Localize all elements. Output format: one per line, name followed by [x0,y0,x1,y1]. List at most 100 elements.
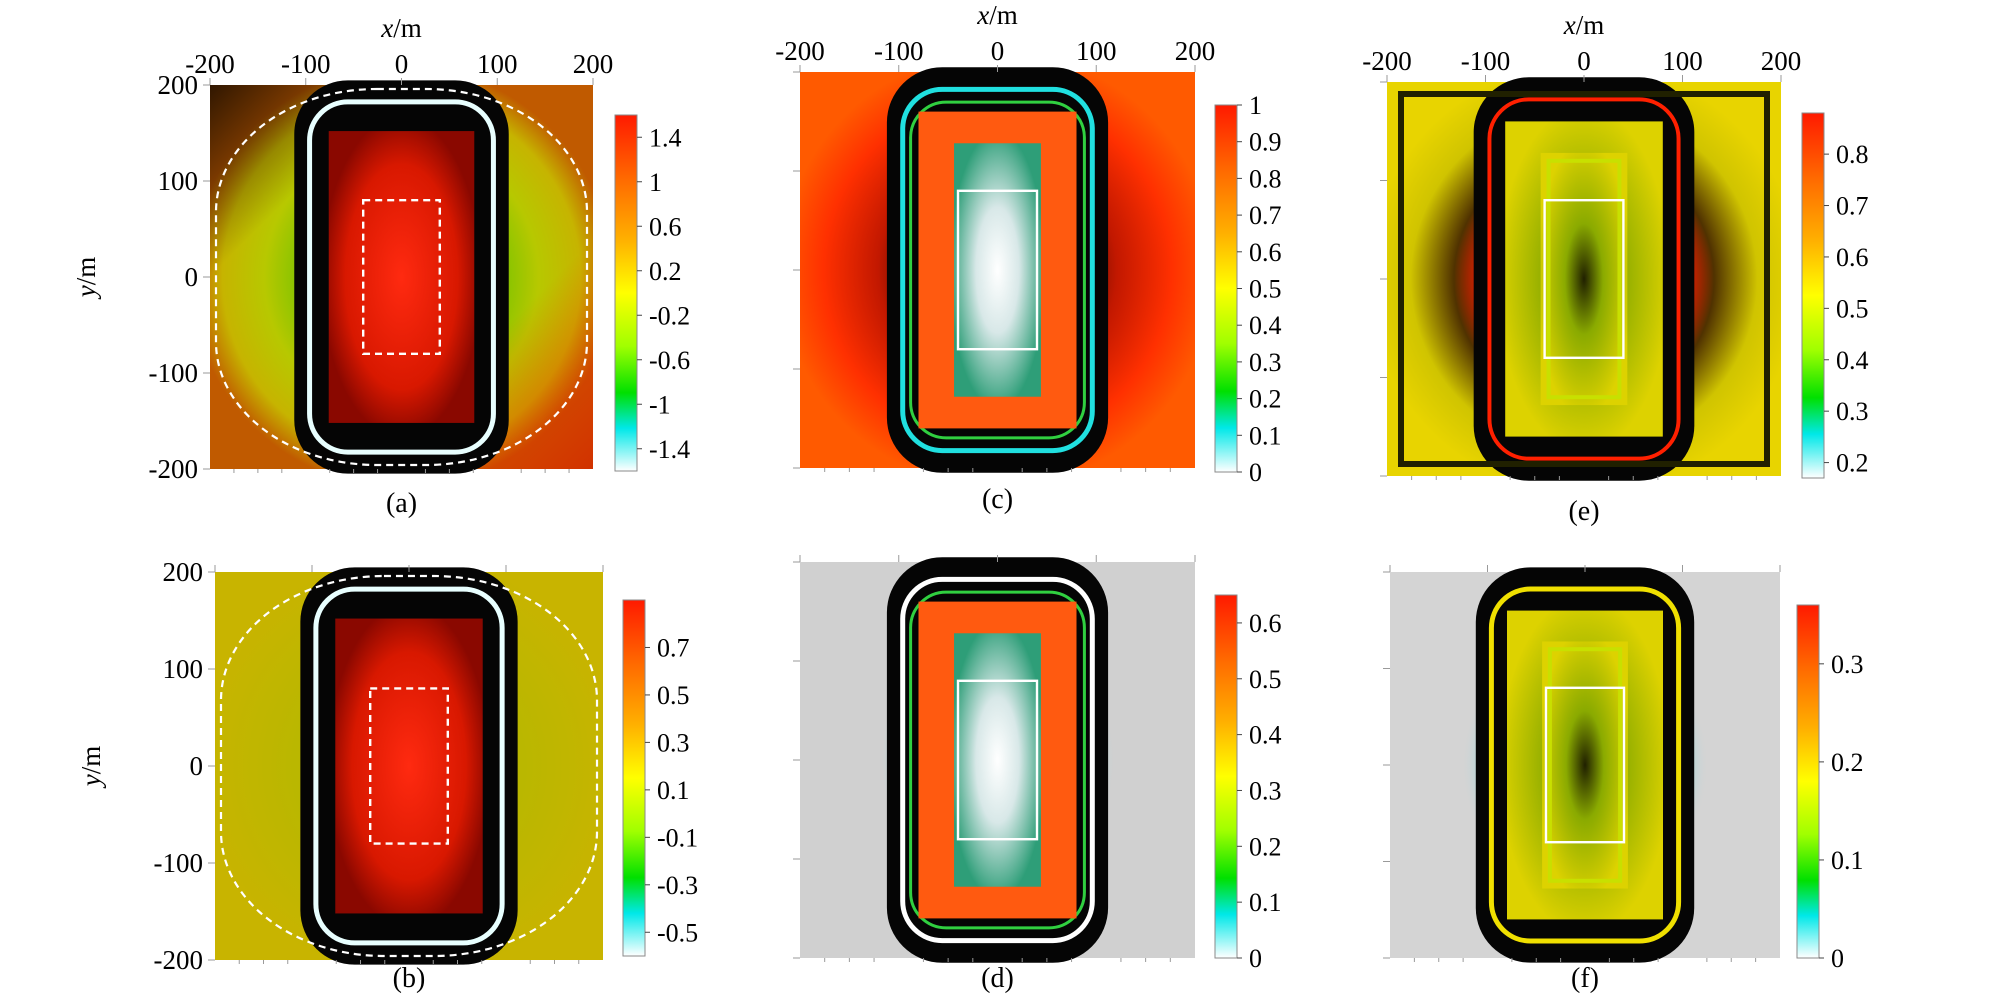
colorbar-tick-label: 1 [649,168,662,197]
colorbar-tick-label: 0.3 [1831,650,1864,679]
colorbar-tick-label: 0.7 [1249,201,1282,230]
y-axis-label: y/m [71,257,101,301]
overlay-rectangle [1543,198,1625,360]
panel-label: (b) [393,963,426,994]
x-tick-label: 100 [477,49,518,79]
colorbar-tick-label: 0.2 [1836,449,1869,478]
heatmap-edge-band [313,586,505,946]
x-axis-label: x/m [976,0,1018,30]
colorbar-tick-label: 0.4 [1249,311,1282,340]
x-tick-label: -100 [1461,46,1511,76]
colorbar-tick-label: 0.4 [1249,721,1282,750]
heatmap-core [335,618,483,914]
axis-ticks [793,555,1196,962]
colorbar-tick-label: 0.5 [1249,275,1282,304]
heatmap-inner-rim [1546,158,1622,400]
colorbar-tick-label: 0.6 [1836,243,1869,272]
heatmap-edge-band [900,86,1095,454]
colorbar [1214,594,1238,959]
y-tick-label: 200 [163,557,204,587]
overlay-rectangle [956,189,1039,351]
colorbar-tick-label: 0.4 [1836,346,1869,375]
x-tick-label: 200 [1175,36,1216,66]
colorbar [1796,604,1820,959]
heatmap-core [1542,641,1628,889]
y-tick-label: -200 [154,945,204,975]
overlay-rectangle [1544,686,1626,844]
heatmap-core [328,131,475,423]
heatmap-panel-d: 0.6 0.5 0.4 0.3 0.2 0.1 0 (d) [800,557,1282,994]
heatmap-inner-rim [1547,647,1623,883]
heatmap-panel-a: -200 -100 0 100 200 200 100 0 -100 -200 x/m y/m 1.4 1… [71,13,690,519]
colorbar-tick-label: 0.7 [1836,192,1869,221]
axis-ticks [203,78,594,473]
heatmap-panel-e: -200 -100 0 100 200 x/m 0.8 0.7 0.6 0.5 0.4 0.3 0.2 (… [1362,10,1868,527]
heatmap-edge-band [1488,586,1682,944]
heatmap-core [1540,152,1628,406]
colorbar-tick-label: 0.1 [1249,421,1282,450]
colorbar-tick-label: 0.1 [1831,846,1864,875]
y-axis-label: y/m [76,746,106,790]
x-tick-label: 0 [991,36,1005,66]
x-tick-label: 200 [573,49,614,79]
heatmap-panel-b: 200 100 0 -100 -200 y/m 0.7 0.5 0.3 0.1 -0.1 -0.3 -0… [76,557,698,994]
heatmap-panel-c: -200 -100 0 100 200 x/m 1 0.9 0.8 0.7 0.6 0.5 0.4 0.3… [775,0,1281,515]
colorbar-tick-label: 0.5 [1249,665,1282,694]
panel-label: (d) [981,963,1014,994]
y-tick-label: 100 [163,654,204,684]
colorbar [622,599,646,957]
heatmap-panel-f: 0.3 0.2 0.1 0 (f) [1390,567,1864,994]
colorbar-tick-label: 0.7 [657,633,690,662]
y-tick-label: -200 [149,454,199,484]
colorbar-tick-label: -0.1 [657,823,698,852]
y-tick-label: 200 [158,70,199,100]
overlay-rectangle [362,198,442,356]
heatmap-core [954,633,1041,887]
colorbar-tick-label: 0.6 [1249,609,1282,638]
y-tick-label: -100 [149,358,199,388]
y-tick-label: -100 [154,848,204,878]
colorbar-tick-label: 0.3 [1836,397,1869,426]
x-tick-label: -100 [281,49,331,79]
panel-label: (e) [1568,496,1599,527]
colorbar-tick-label: 0.2 [1831,748,1864,777]
panel-label: (c) [982,484,1013,515]
x-tick-label: -200 [1362,46,1412,76]
colorbar [1801,112,1825,479]
colorbar-tick-label: 0.9 [1249,128,1282,157]
x-axis-label: x/m [1563,10,1605,40]
x-tick-label: 200 [1761,46,1802,76]
overlay-boundary [214,87,589,467]
colorbar-tick-label: 0.2 [1249,385,1282,414]
colorbar-tick-label: -0.3 [657,871,698,900]
colorbar-tick-label: 0.3 [657,728,690,757]
heatmap-edge-band [900,576,1095,944]
colorbar-tick-label: 0 [1249,458,1262,487]
colorbar-tick-label: 1 [1249,91,1262,120]
colorbar [614,114,638,472]
y-tick-label: 100 [158,166,199,196]
overlay-rectangle [956,679,1039,841]
colorbar-tick-label: 0.1 [1249,888,1282,917]
colorbar-tick-label: 1.4 [649,123,682,152]
x-tick-label: 0 [1577,46,1591,76]
colorbar-tick-label: 0.8 [1836,140,1869,169]
y-tick-label: 0 [190,751,204,781]
axis-ticks [793,65,1196,472]
overlay-rectangle [369,687,450,845]
colorbar-tick-label: 0.1 [657,776,690,805]
heatmap-edge-band-inner [909,100,1086,440]
colorbar-tick-label: 0.5 [1836,294,1869,323]
colorbar-tick-label: 0.5 [657,681,690,710]
colorbar-tick-label: -1 [649,390,671,419]
x-tick-label: -100 [874,36,924,66]
axis-ticks [1383,565,1781,962]
colorbar-tick-label: -1.4 [649,435,690,464]
heatmap-edge-band [1487,97,1681,461]
x-tick-label: -200 [775,36,825,66]
axis-ticks [1380,75,1782,480]
x-tick-label: 0 [395,49,409,79]
colorbar-tick-label: 0.3 [1249,776,1282,805]
heatmap-edge-band-inner [909,590,1086,930]
